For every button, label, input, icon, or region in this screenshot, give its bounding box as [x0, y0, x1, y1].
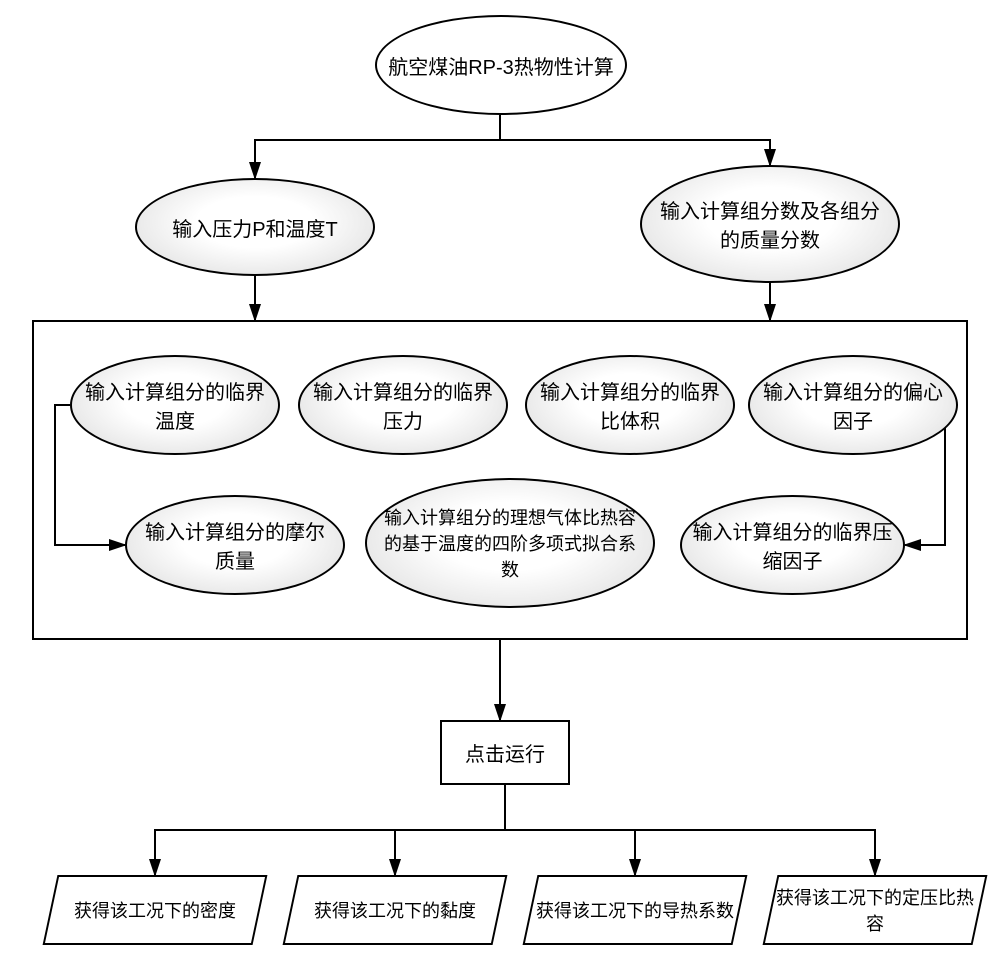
node-input-critical-volume: 输入计算组分的临界比体积: [525, 355, 735, 455]
node-input-critical-pressure: 输入计算组分的临界压力: [298, 355, 508, 455]
node-label: 点击运行: [465, 738, 545, 767]
flowchart-canvas: 航空煤油RP-3热物性计算 输入压力P和温度T 输入计算组分数及各组分的质量分数…: [0, 0, 1000, 966]
node-output-thermal-conductivity: 获得该工况下的导热系数: [523, 875, 748, 945]
node-label: 输入计算组分的临界温度: [82, 376, 268, 434]
node-label: 输入计算组分的偏心因子: [760, 376, 946, 434]
node-output-viscosity: 获得该工况下的黏度: [283, 875, 508, 945]
node-label: 获得该工况下的定压比热容: [772, 884, 978, 936]
node-output-density: 获得该工况下的密度: [43, 875, 268, 945]
node-label: 输入计算组分的摩尔质量: [137, 516, 333, 574]
node-input-acentric-factor: 输入计算组分的偏心因子: [748, 355, 958, 455]
node-label: 获得该工况下的黏度: [314, 897, 476, 923]
node-input-cp-polynomial: 输入计算组分的理想气体比热容的基于温度的四阶多项式拟合系数: [365, 478, 655, 608]
node-input-components-massfrac: 输入计算组分数及各组分的质量分数: [640, 165, 900, 283]
node-label: 输入计算组分的临界比体积: [537, 376, 723, 434]
node-input-critical-temp: 输入计算组分的临界温度: [70, 355, 280, 455]
node-run-button[interactable]: 点击运行: [440, 720, 570, 785]
node-label: 输入计算组分的临界压力: [310, 376, 496, 434]
node-input-critical-compressibility: 输入计算组分的临界压缩因子: [680, 495, 905, 595]
node-root-title: 航空煤油RP-3热物性计算: [375, 15, 627, 115]
node-label: 航空煤油RP-3热物性计算: [388, 51, 614, 80]
node-input-molar-mass: 输入计算组分的摩尔质量: [125, 495, 345, 595]
node-output-cp: 获得该工况下的定压比热容: [763, 875, 988, 945]
node-input-pressure-temp: 输入压力P和温度T: [135, 178, 375, 276]
node-label: 输入压力P和温度T: [172, 213, 338, 242]
node-label: 输入计算组分数及各组分的质量分数: [652, 195, 888, 253]
node-label: 输入计算组分的理想气体比热容的基于温度的四阶多项式拟合系数: [377, 504, 643, 582]
node-label: 输入计算组分的临界压缩因子: [692, 516, 893, 574]
node-label: 获得该工况下的导热系数: [536, 897, 734, 923]
node-label: 获得该工况下的密度: [74, 897, 236, 923]
